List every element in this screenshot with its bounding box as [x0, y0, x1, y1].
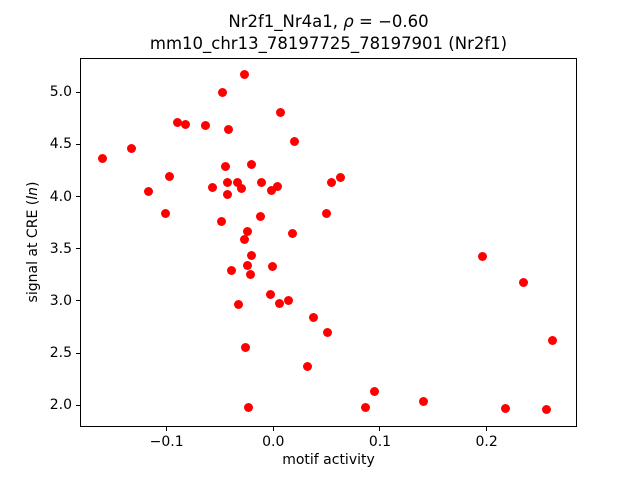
- data-point: [255, 211, 265, 221]
- y-tick-mark: [76, 352, 80, 354]
- chart-title: Nr2f1_Nr4a1, ρ = −0.60 mm10_chr13_781977…: [80, 11, 577, 55]
- data-point: [323, 327, 333, 337]
- y-tick-label: 5.0: [49, 84, 72, 101]
- data-point: [236, 183, 246, 193]
- data-point: [216, 217, 226, 227]
- plot-area: [80, 58, 577, 427]
- data-point: [222, 177, 232, 187]
- data-point: [223, 125, 233, 135]
- data-point: [327, 177, 337, 187]
- data-point: [165, 172, 175, 182]
- data-point: [275, 298, 285, 308]
- y-tick-label: 4.0: [49, 188, 72, 205]
- data-point: [302, 362, 312, 372]
- data-point: [98, 153, 108, 163]
- data-point: [519, 277, 529, 287]
- data-point: [548, 336, 558, 346]
- data-point: [360, 402, 370, 412]
- x-tick-label: −0.1: [149, 434, 184, 450]
- y-tick-label: 2.5: [49, 345, 72, 362]
- data-point: [243, 261, 253, 270]
- data-point: [126, 144, 136, 154]
- data-point: [336, 173, 345, 183]
- data-point: [247, 250, 257, 260]
- x-tick-mark: [379, 427, 381, 431]
- data-point: [207, 182, 217, 192]
- x-tick-label: 0.1: [368, 434, 392, 450]
- y-tick-mark: [76, 404, 80, 406]
- x-axis-label: motif activity: [282, 452, 375, 468]
- data-point: [501, 403, 511, 413]
- y-label-close-paren: ): [25, 181, 41, 188]
- data-point: [239, 70, 249, 80]
- y-tick-label: 3.0: [49, 292, 72, 309]
- data-point: [181, 120, 191, 130]
- chart-title-line2: mm10_chr13_78197725_78197901 (Nr2f1): [149, 34, 508, 53]
- rho-symbol: ρ: [343, 12, 354, 31]
- data-point: [143, 186, 153, 196]
- data-point: [257, 177, 267, 187]
- data-point: [309, 313, 319, 323]
- x-tick-label: 0.0: [262, 434, 285, 450]
- data-point: [243, 226, 253, 236]
- data-point: [267, 262, 277, 272]
- data-point: [220, 161, 230, 171]
- data-point: [265, 290, 275, 300]
- data-point: [283, 296, 293, 306]
- y-tick-label: 2.0: [49, 397, 72, 414]
- x-tick-mark: [166, 427, 168, 431]
- data-point: [247, 159, 257, 169]
- data-point: [287, 228, 297, 238]
- chart-title-line1: Nr2f1_Nr4a1, ρ = −0.60: [80, 11, 577, 33]
- data-point: [266, 185, 276, 195]
- data-point: [239, 234, 249, 244]
- data-point: [172, 118, 182, 128]
- data-point: [477, 251, 487, 261]
- data-point: [217, 87, 227, 97]
- data-point: [232, 177, 242, 187]
- data-point: [200, 121, 210, 131]
- data-point: [241, 343, 251, 353]
- data-point: [290, 136, 300, 146]
- y-tick-mark: [76, 91, 80, 93]
- x-tick-label: 0.2: [475, 434, 498, 450]
- x-tick-mark: [486, 427, 488, 431]
- y-tick-mark: [76, 196, 80, 198]
- data-point: [419, 396, 429, 406]
- data-point: [370, 387, 380, 397]
- data-point: [276, 107, 286, 117]
- y-tick-label: 4.5: [49, 136, 72, 153]
- data-point: [273, 181, 283, 191]
- rho-value: = −0.60: [353, 12, 429, 31]
- y-tick-label: 3.5: [49, 240, 72, 257]
- data-point: [322, 208, 332, 218]
- data-point: [541, 404, 551, 414]
- data-point: [244, 402, 254, 412]
- y-tick-mark: [76, 300, 80, 302]
- data-point: [161, 208, 171, 218]
- x-tick-mark: [272, 427, 274, 431]
- y-tick-mark: [76, 143, 80, 145]
- y-tick-mark: [76, 248, 80, 250]
- data-point: [246, 270, 256, 280]
- title-text: Nr2f1_Nr4a1,: [228, 12, 344, 31]
- data-point: [227, 266, 237, 276]
- data-point: [233, 299, 243, 309]
- data-point: [222, 190, 232, 200]
